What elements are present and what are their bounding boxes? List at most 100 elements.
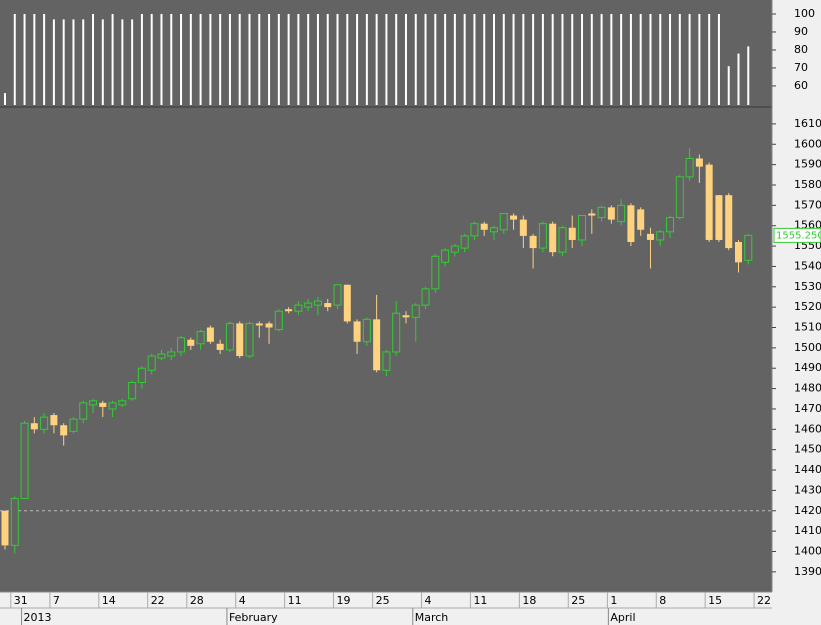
x-tick-label: 22 xyxy=(151,594,165,607)
x-tick-label: 1 xyxy=(610,594,617,607)
indicator-bar xyxy=(581,13,584,105)
indicator-bar xyxy=(600,13,603,105)
y-tick-label: 60 xyxy=(794,79,808,92)
candle-body xyxy=(470,223,479,237)
indicator-bar xyxy=(199,13,202,105)
candle-body xyxy=(60,425,68,436)
candle-body xyxy=(255,323,263,326)
candle-body xyxy=(588,213,596,216)
indicator-bar xyxy=(23,13,26,105)
indicator-bar xyxy=(375,13,378,105)
candle-body xyxy=(50,415,58,426)
candle-body xyxy=(431,255,440,290)
indicator-bar xyxy=(189,13,192,105)
indicator-bar xyxy=(610,13,613,105)
x-tick-label: 25 xyxy=(376,594,390,607)
candle-body xyxy=(157,353,166,359)
candle-body xyxy=(685,158,694,178)
y-tick-label: 100 xyxy=(794,7,815,20)
y-tick-label: 1580 xyxy=(794,178,821,191)
candle-body xyxy=(245,322,254,357)
x-tick-label: 8 xyxy=(659,594,666,607)
indicator-bar xyxy=(365,13,368,105)
candle-body xyxy=(108,402,117,410)
month-label: 2013 xyxy=(24,611,52,624)
candle-body xyxy=(294,304,303,312)
x-tick-label: 28 xyxy=(190,594,204,607)
indicator-bar xyxy=(669,13,672,105)
y-tick-label: 1470 xyxy=(794,402,821,415)
indicator-bar xyxy=(649,13,652,105)
indicator-bar xyxy=(395,13,398,105)
indicator-bar xyxy=(356,13,359,105)
indicator-bar xyxy=(453,13,456,105)
candle-body xyxy=(236,323,244,357)
indicator-bar xyxy=(404,13,407,105)
candle-body xyxy=(89,400,98,406)
indicator-bar xyxy=(92,13,95,105)
indicator-bar xyxy=(160,13,163,105)
y-tick-label: 80 xyxy=(794,43,808,56)
indicator-bar xyxy=(326,13,329,105)
indicator-bar xyxy=(571,13,574,105)
indicator-bar xyxy=(209,13,212,105)
x-tick-label: 18 xyxy=(522,594,536,607)
indicator-bar xyxy=(150,13,153,105)
candle-body xyxy=(373,319,381,371)
indicator-bar xyxy=(52,19,55,105)
indicator-bar xyxy=(561,13,564,105)
last-value-box xyxy=(773,227,821,243)
indicator-bar xyxy=(473,13,476,105)
y-tick-label: 1570 xyxy=(794,198,821,211)
x-tick-label: 4 xyxy=(239,594,246,607)
candle-body xyxy=(382,351,391,371)
indicator-bar xyxy=(483,13,486,105)
indicator-bar xyxy=(336,13,339,105)
y-tick-label: 1390 xyxy=(794,565,821,578)
candle-body xyxy=(744,234,753,261)
x-tick-label: 4 xyxy=(425,594,432,607)
x-tick-label: 22 xyxy=(757,594,771,607)
candle-body xyxy=(99,402,107,407)
y-tick-label: 1590 xyxy=(794,158,821,171)
candle-body xyxy=(362,318,371,343)
indicator-bar xyxy=(238,13,241,105)
indicator-bar xyxy=(316,13,319,105)
indicator-bar xyxy=(13,13,16,105)
candle-body xyxy=(460,235,469,249)
indicator-bar xyxy=(590,13,593,105)
candle-body xyxy=(529,235,537,249)
y-tick-label: 1480 xyxy=(794,382,821,395)
indicator-bar xyxy=(493,13,495,105)
indicator-bar xyxy=(180,13,183,105)
indicator-bar xyxy=(268,13,271,105)
y-tick-label: 1410 xyxy=(794,524,821,537)
candle-body xyxy=(1,510,9,546)
indicator-bar xyxy=(463,13,466,105)
candle-body xyxy=(196,331,205,345)
y-tick-label: 90 xyxy=(794,25,808,38)
indicator-bar xyxy=(121,19,124,105)
candle-body xyxy=(402,315,410,318)
candle-body xyxy=(274,310,283,331)
candle-body xyxy=(313,300,322,306)
candle-body xyxy=(167,351,176,357)
x-tick-label: 25 xyxy=(571,594,585,607)
candle-body xyxy=(225,322,234,351)
candle-body xyxy=(324,303,332,308)
indicator-bar xyxy=(639,13,642,105)
candle-body xyxy=(646,233,654,240)
indicator-bar xyxy=(287,13,290,105)
candle-body xyxy=(392,312,401,353)
candle-body xyxy=(304,302,313,308)
y-tick-label: 1440 xyxy=(794,463,821,476)
indicator-bar xyxy=(747,46,750,105)
y-tick-label: 1420 xyxy=(794,504,821,517)
indicator-bar xyxy=(248,13,251,105)
indicator-bar xyxy=(414,13,417,105)
indicator-bar xyxy=(62,19,65,105)
candle-body xyxy=(187,339,195,346)
indicator-bar xyxy=(385,13,388,105)
indicator-bar xyxy=(434,13,437,105)
